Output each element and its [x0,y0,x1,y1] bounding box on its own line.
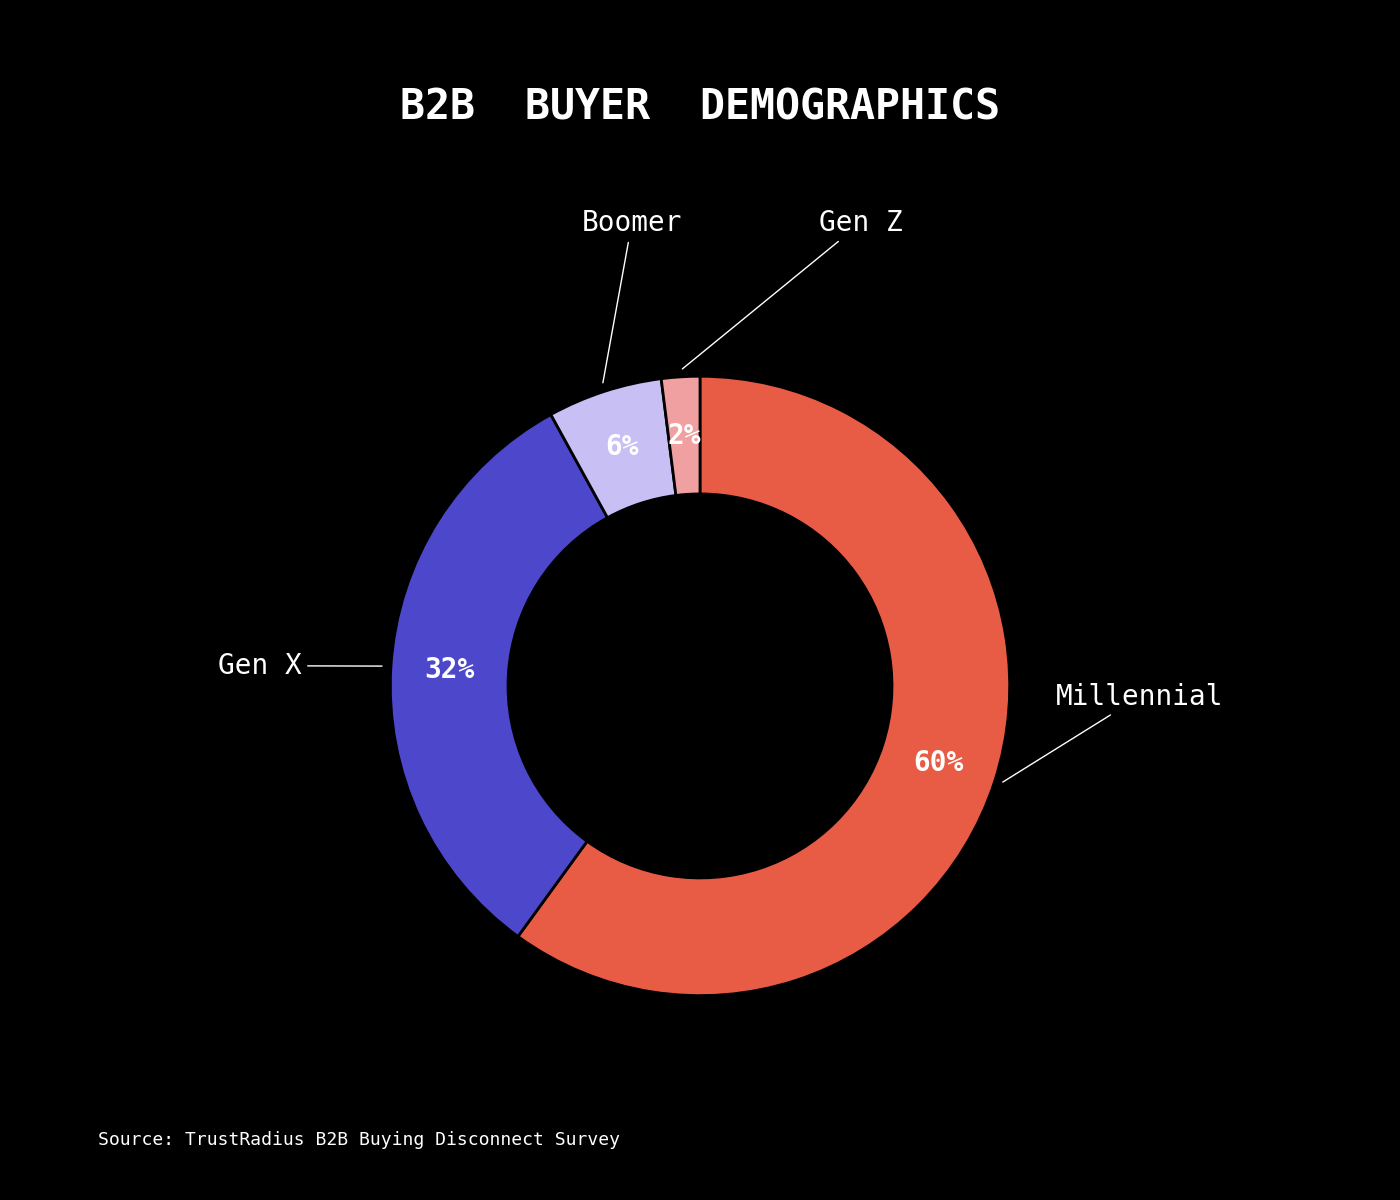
Text: 32%: 32% [424,656,475,684]
Text: Millennial: Millennial [1002,683,1224,782]
Text: B2B  BUYER  DEMOGRAPHICS: B2B BUYER DEMOGRAPHICS [400,86,1000,128]
Wedge shape [661,377,700,496]
Text: 60%: 60% [913,750,963,778]
Text: 2%: 2% [668,421,701,450]
Wedge shape [518,377,1009,996]
Text: Gen X: Gen X [218,652,382,679]
Text: Gen Z: Gen Z [682,209,903,368]
Wedge shape [550,379,676,517]
Text: Source: TrustRadius B2B Buying Disconnect Survey: Source: TrustRadius B2B Buying Disconnec… [98,1130,620,1150]
Text: 6%: 6% [606,433,640,461]
Text: Boomer: Boomer [581,209,682,383]
Wedge shape [391,414,608,936]
